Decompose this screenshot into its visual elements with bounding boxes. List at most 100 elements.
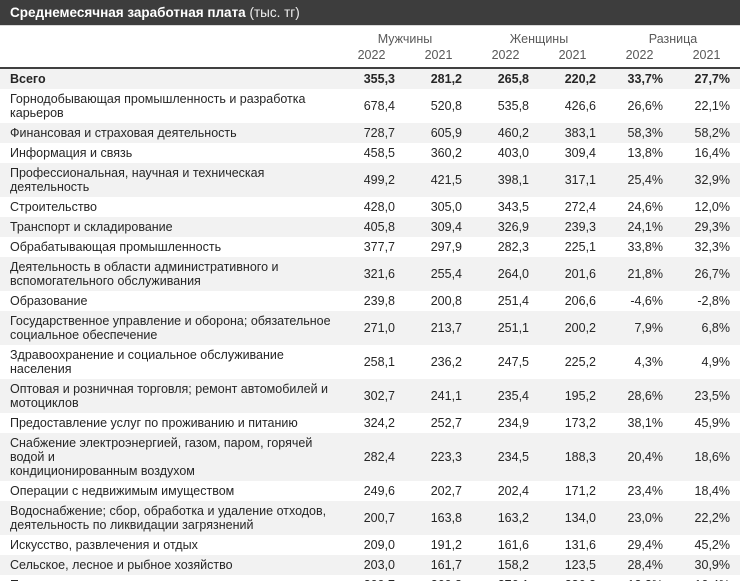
table-row: Искусство, развлечения и отдых 209,0 191,2… — [0, 535, 740, 555]
cell-value: 28,6% — [606, 379, 673, 413]
year-header-row: 2022 2021 2022 2021 2022 2021 — [0, 47, 740, 68]
cell-value: 383,1 — [539, 123, 606, 143]
cell-value: 321,6 — [338, 257, 405, 291]
cell-value: 18,6% — [673, 433, 740, 481]
cell-value: 28,4% — [606, 555, 673, 575]
cell-value: 30,9% — [673, 555, 740, 575]
label-column-spacer — [0, 26, 338, 47]
row-label: Информация и связь — [10, 146, 133, 160]
cell-value: 458,5 — [363, 146, 395, 160]
cell-value: 421,5 — [405, 163, 472, 197]
cell-value: 131,6 — [564, 538, 596, 552]
table-row: Государственное управление и оборона; об… — [0, 311, 740, 345]
cell-value: 6,8% — [673, 311, 740, 345]
cell-value: 22,1% — [694, 99, 730, 113]
cell-value: 247,5 — [497, 355, 529, 369]
cell-value: 403,0 — [497, 146, 529, 160]
cell-value: -2,8% — [697, 294, 730, 308]
salary-table: Мужчины Женщины Разница 2022 2021 2022 2… — [0, 26, 740, 581]
cell-value: 16,4% — [694, 146, 730, 160]
cell-value: 13,8% — [627, 146, 663, 160]
cell-value: 255,4 — [405, 257, 472, 291]
cell-value: 123,5 — [539, 555, 606, 575]
cell-value: 26,6% — [627, 99, 663, 113]
year-header: 2021 — [692, 48, 721, 62]
table-row: Здравоохранение и социальное обслуживани… — [0, 345, 740, 379]
page-title: Среднемесячная заработная плата (тыс. тг… — [0, 0, 740, 26]
cell-value: 377,7 — [363, 240, 395, 254]
cell-value: 158,2 — [472, 555, 539, 575]
row-label: Водоснабжение; сбор, обработка и удалени… — [0, 501, 338, 535]
cell-value: 225,1 — [564, 240, 596, 254]
table-row: Операции с недвижимым имуществом 249,6 202… — [0, 481, 740, 501]
row-label: Государственное управление и оборона; об… — [0, 311, 338, 345]
table-row: Профессиональная, научная и техническая … — [0, 163, 740, 197]
row-label: Деятельность в области административного… — [0, 257, 338, 291]
row-label: Искусство, развлечения и отдых — [10, 538, 198, 552]
cell-value: 161,7 — [405, 555, 472, 575]
cell-value: 324,2 — [363, 416, 395, 430]
cell-value: 326,9 — [472, 217, 539, 237]
cell-value: 201,6 — [539, 257, 606, 291]
cell-value: 282,4 — [338, 433, 405, 481]
year-header: 2022 — [491, 48, 520, 62]
cell-value: 58,3% — [606, 123, 673, 143]
table-row: Строительство 428,0 305,0 343,5 272,4 24,6% 12… — [0, 197, 740, 217]
cell-value: 426,6 — [564, 99, 596, 113]
cell-value: 252,7 — [430, 416, 462, 430]
cell-value: 4,3% — [634, 355, 664, 369]
cell-value: 276,1 — [472, 575, 539, 581]
row-label: Предоставление услуг по проживанию и пит… — [10, 416, 298, 430]
column-group-row: Мужчины Женщины Разница — [0, 26, 740, 47]
cell-value: 191,2 — [430, 538, 462, 552]
col-group-women: Женщины — [509, 32, 569, 46]
cell-value: 309,4 — [405, 217, 472, 237]
cell-value: 33,7% — [606, 67, 673, 89]
cell-value: 535,8 — [497, 99, 529, 113]
cell-value: 29,3% — [673, 217, 740, 237]
cell-value: 236,2 — [430, 355, 462, 369]
cell-value: 134,0 — [539, 501, 606, 535]
table-row: Сельское, лесное и рыбное хозяйство 203,0… — [0, 555, 740, 575]
table-body: Всего 355,3 281,2 265,8 220,2 33,7% 27,7% Горно… — [0, 67, 740, 581]
table-row: Предоставление услуг по проживанию и пит… — [0, 413, 740, 433]
cell-value: 236,2 — [539, 575, 606, 581]
cell-value: 405,8 — [338, 217, 405, 237]
cell-value: -4,6% — [630, 294, 663, 308]
cell-value: 25,4% — [606, 163, 673, 197]
cell-value: 18,4% — [694, 484, 730, 498]
cell-value: 203,0 — [338, 555, 405, 575]
year-header: 2022 — [357, 48, 386, 62]
table-row: Информация и связь 458,5 360,2 403,0 309,4 13… — [0, 143, 740, 163]
table-row: Снабжение электроэнергией, газом, паром,… — [0, 433, 740, 481]
cell-value: 271,0 — [338, 311, 405, 345]
cell-value: 161,6 — [497, 538, 529, 552]
cell-value: 26,7% — [673, 257, 740, 291]
cell-value: 58,2% — [673, 123, 740, 143]
table-row: Предоставление прочих видов услуг309,726… — [0, 575, 740, 581]
cell-value: 360,2 — [430, 146, 462, 160]
table-row: Образование 239,8 200,8 251,4 206,6 -4,6% -2,8… — [0, 291, 740, 311]
cell-value: 163,2 — [472, 501, 539, 535]
label-column-spacer — [0, 47, 338, 68]
year-header: 2022 — [625, 48, 654, 62]
cell-value: 202,4 — [497, 484, 529, 498]
cell-value: 309,7 — [338, 575, 405, 581]
cell-value: 24,1% — [606, 217, 673, 237]
cell-value: 728,7 — [338, 123, 405, 143]
row-label: Образование — [10, 294, 88, 308]
cell-value: 32,3% — [694, 240, 730, 254]
cell-value: 241,1 — [405, 379, 472, 413]
cell-value: 200,8 — [430, 294, 462, 308]
cell-value: 239,8 — [363, 294, 395, 308]
col-group-men: Мужчины — [377, 32, 433, 46]
cell-value: 23,0% — [606, 501, 673, 535]
cell-value: 260,8 — [405, 575, 472, 581]
title-text: Среднемесячная заработная плата — [10, 5, 246, 20]
cell-value: 171,2 — [564, 484, 596, 498]
title-unit: (тыс. тг) — [249, 5, 300, 20]
cell-value: 200,2 — [539, 311, 606, 345]
cell-value: 21,8% — [606, 257, 673, 291]
cell-value: 20,4% — [606, 433, 673, 481]
